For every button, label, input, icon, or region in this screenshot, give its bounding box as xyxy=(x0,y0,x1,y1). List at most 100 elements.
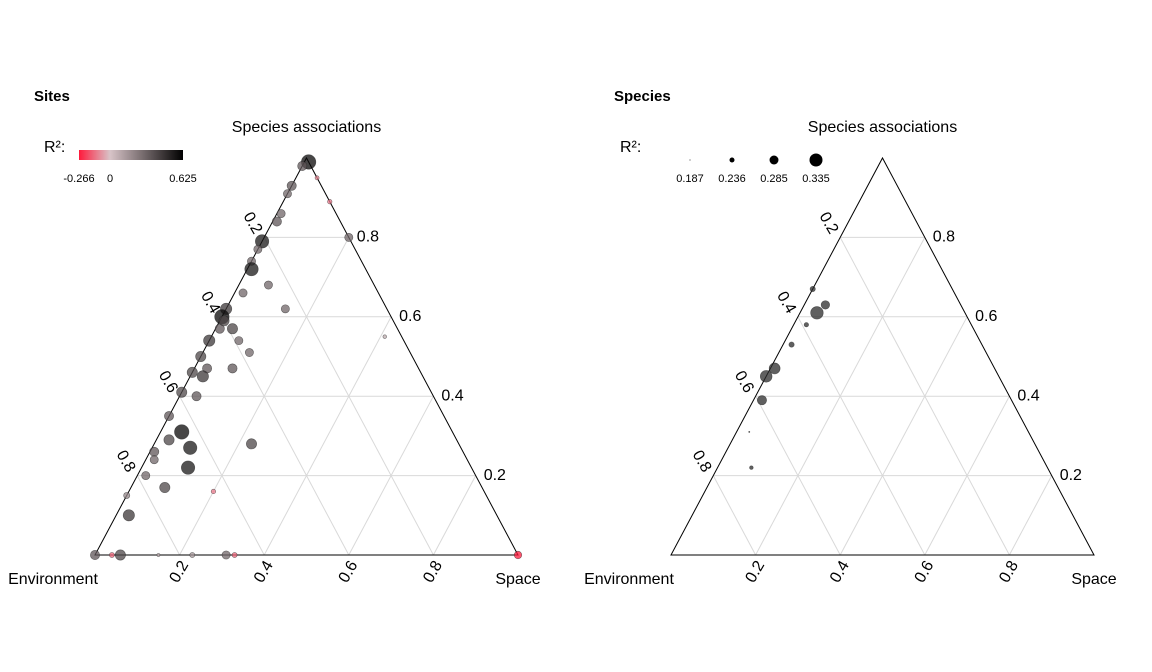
vertex-label: Environment xyxy=(8,571,98,588)
data-point xyxy=(759,370,773,383)
data-point xyxy=(122,509,135,522)
tick-label: 0.2 xyxy=(484,467,506,484)
vertex-label: Species associations xyxy=(232,119,381,136)
grid-line xyxy=(755,395,841,556)
tick-label: 0.2 xyxy=(166,558,192,586)
data-point xyxy=(749,465,754,470)
tick-label: 0.8 xyxy=(933,229,955,246)
data-point xyxy=(163,434,175,446)
data-point xyxy=(159,482,171,493)
grid-line xyxy=(924,395,1010,556)
tick-label: 0.6 xyxy=(975,308,997,325)
grid-line xyxy=(179,395,265,556)
legend-label: -0.266 xyxy=(63,173,94,185)
grid-line xyxy=(221,316,350,556)
tick-label: 0.2 xyxy=(1060,467,1082,484)
tick-label: 0.8 xyxy=(357,229,379,246)
data-point xyxy=(149,446,160,457)
legend-label: 0.625 xyxy=(169,173,197,185)
triangle-outline xyxy=(94,156,519,556)
chart-title: Sites xyxy=(34,88,70,105)
grid-line xyxy=(432,475,477,556)
data-point xyxy=(174,424,190,440)
data-point xyxy=(820,300,830,310)
tick-label: 0.4 xyxy=(827,558,853,586)
data-point xyxy=(164,411,174,421)
grid-line xyxy=(136,475,181,556)
data-point xyxy=(788,341,795,348)
tick-label: 0.4 xyxy=(441,387,463,404)
data-point xyxy=(276,209,286,219)
data-point xyxy=(191,391,202,402)
data-point xyxy=(196,370,209,383)
data-point xyxy=(234,336,244,346)
grid-line xyxy=(712,475,757,556)
data-point xyxy=(513,550,523,560)
vertex-label: Species associations xyxy=(808,119,957,136)
data-point xyxy=(221,550,231,560)
data-point xyxy=(756,395,767,406)
tick-label: 0.2 xyxy=(816,209,842,237)
data-point xyxy=(238,288,248,298)
data-point xyxy=(297,161,308,171)
tick-label: 0.8 xyxy=(420,558,446,586)
data-point xyxy=(176,386,188,398)
vertex-label: Space xyxy=(495,571,540,588)
legend-colorbar xyxy=(79,150,183,160)
vertex-label: Environment xyxy=(584,571,674,588)
data-point xyxy=(227,323,238,335)
tick-label: 0.8 xyxy=(689,448,715,476)
data-point xyxy=(264,280,273,290)
data-point xyxy=(748,431,751,433)
data-point xyxy=(327,199,333,205)
data-point xyxy=(382,334,387,339)
legend-size-key xyxy=(809,153,823,167)
data-point xyxy=(809,286,816,292)
legend-label: 0 xyxy=(107,173,113,185)
grid-line xyxy=(839,316,968,556)
legend-title: R²: xyxy=(620,139,641,156)
tick-label: 0.4 xyxy=(773,289,799,317)
legend-size-key xyxy=(769,155,779,165)
data-point xyxy=(109,552,115,558)
data-point xyxy=(114,549,126,561)
data-point xyxy=(286,180,297,191)
grid-line xyxy=(797,316,926,556)
tick-label: 0.4 xyxy=(251,558,277,586)
data-point xyxy=(246,438,257,450)
tick-label: 0.8 xyxy=(113,448,139,476)
data-point xyxy=(253,244,263,254)
grid-line xyxy=(348,395,434,556)
grid-line xyxy=(1008,475,1053,556)
data-point xyxy=(314,175,320,181)
data-point xyxy=(271,216,282,227)
legend-size-key xyxy=(729,157,735,163)
data-point xyxy=(231,552,238,558)
data-point xyxy=(227,363,238,374)
tick-label: 0.6 xyxy=(336,558,362,586)
chart-title: Species xyxy=(614,88,671,105)
data-point xyxy=(189,552,196,558)
data-point xyxy=(280,304,290,314)
data-point xyxy=(283,189,292,199)
data-point xyxy=(149,455,159,465)
data-point xyxy=(186,366,198,378)
data-point xyxy=(344,232,354,242)
data-point xyxy=(141,471,151,481)
data-point xyxy=(803,322,809,328)
data-point xyxy=(156,553,161,557)
legend-label: 0.335 xyxy=(802,173,830,185)
data-point xyxy=(203,334,216,347)
legend-label: 0.285 xyxy=(760,173,788,185)
data-point xyxy=(90,550,100,560)
legend-title: R²: xyxy=(44,139,65,156)
data-point xyxy=(210,488,216,495)
data-point xyxy=(183,440,198,455)
data-point xyxy=(810,306,824,320)
data-point xyxy=(195,351,207,362)
tick-label: 0.2 xyxy=(742,558,768,586)
legend-size-key xyxy=(689,159,691,161)
legend-label: 0.187 xyxy=(676,173,704,185)
